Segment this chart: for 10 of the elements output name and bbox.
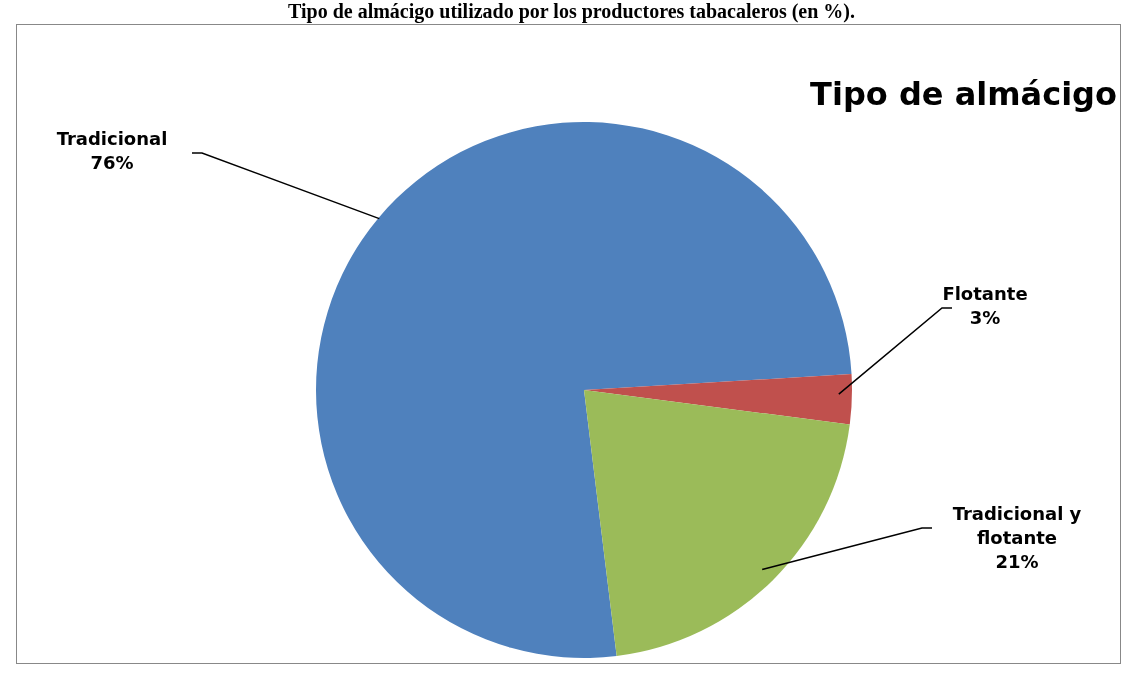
pie-slice bbox=[584, 390, 850, 656]
pie-slice bbox=[316, 122, 852, 658]
slice-label: Flotante bbox=[942, 283, 1028, 304]
data-label: 3% bbox=[969, 307, 1001, 328]
chart-title: Tipo de almácigo bbox=[810, 75, 1117, 113]
slice-label: Tradicional bbox=[56, 128, 168, 149]
data-label: 21% bbox=[995, 551, 1039, 572]
text: Tipo de almácigo utilizado por los productores tabacaleros (en %). bbox=[286, 0, 857, 23]
slice-label: Tradicional y flotante bbox=[952, 503, 1082, 548]
data-label: 76% bbox=[90, 152, 134, 173]
